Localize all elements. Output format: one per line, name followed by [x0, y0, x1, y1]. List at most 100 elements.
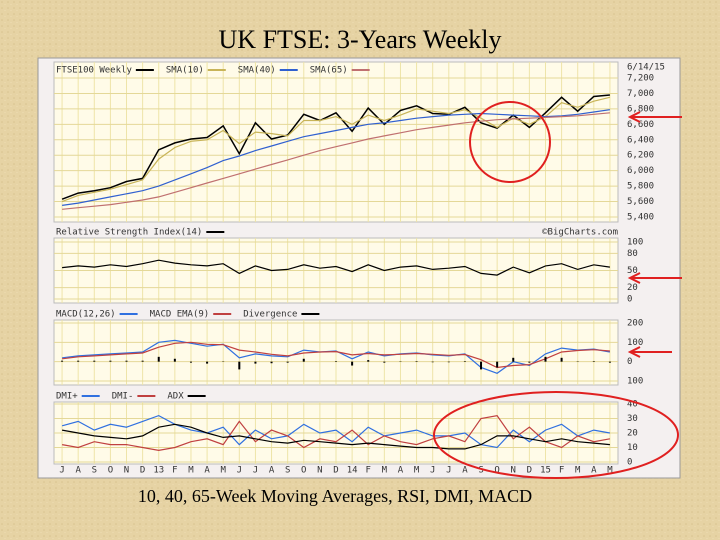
x-tick-label: J [237, 466, 242, 476]
divergence-bar [335, 361, 337, 362]
y-tick-label: 0 [627, 295, 632, 305]
legend-label: ADX [167, 392, 184, 402]
source-label: ©BigCharts.com [542, 228, 618, 238]
arrow-head [627, 272, 641, 284]
x-tick-label: M [414, 466, 420, 476]
divergence-bar [367, 360, 370, 362]
divergence-bar [141, 360, 144, 362]
divergence-bar [77, 360, 80, 362]
x-tick-label: M [220, 466, 226, 476]
x-tick-label: O [301, 466, 306, 476]
series-line [61, 96, 611, 203]
x-tick-label: F [172, 466, 177, 476]
legend-label: DMI+ [56, 392, 78, 402]
y-tick-label: 6,200 [627, 151, 654, 161]
series-line [62, 109, 610, 206]
y-tick-label: 5,400 [627, 213, 654, 223]
series-line [61, 414, 611, 452]
x-tick-label: D [527, 466, 532, 476]
x-tick-label: J [446, 466, 451, 476]
y-tick-label: 100 [627, 338, 643, 348]
series-line [61, 423, 610, 450]
y-tick-label: 7,200 [627, 74, 654, 84]
highlight-circle [469, 101, 551, 183]
x-tick-label: O [108, 466, 113, 476]
y-tick-label: 40 [627, 400, 638, 410]
y-tick-label: 0 [627, 458, 632, 468]
divergence-bar [431, 361, 434, 363]
divergence-bar [302, 358, 305, 362]
divergence-bar [415, 361, 418, 362]
divergence-bar [608, 361, 611, 363]
legend-label: MACD(12,26) [56, 310, 116, 320]
arrow-head [627, 346, 641, 358]
x-tick-label: A [204, 466, 210, 476]
divergence-bar [238, 361, 241, 370]
x-tick-label: M [382, 466, 388, 476]
divergence-bar [512, 357, 515, 362]
legend-label: FTSE100 Weekly [56, 66, 132, 76]
divergence-bar [286, 361, 289, 363]
x-tick-label: 15 [540, 466, 551, 476]
x-tick-label: A [591, 466, 597, 476]
x-tick-label: 13 [153, 466, 164, 476]
x-tick-label: A [462, 466, 468, 476]
y-tick-label: 20 [627, 283, 638, 293]
y-tick-label: 0 [627, 357, 632, 367]
x-tick-label: M [188, 466, 194, 476]
y-tick-label: 80 [627, 249, 638, 259]
legend-label: SMA(10) [166, 66, 204, 76]
series-line [62, 112, 610, 210]
x-tick-label: F [559, 466, 564, 476]
x-tick-label: A [75, 466, 81, 476]
divergence-bar [383, 361, 386, 363]
y-tick-label: 20 [627, 429, 638, 439]
divergence-bar [206, 361, 209, 364]
x-tick-label: S [478, 466, 483, 476]
x-tick-label: D [140, 466, 145, 476]
x-tick-label: A [269, 466, 275, 476]
divergence-bar [592, 361, 595, 362]
annotations [433, 101, 682, 479]
legend-label: MACD EMA(9) [150, 310, 210, 320]
caption: 10, 40, 65-Week Moving Averages, RSI, DM… [138, 486, 532, 506]
divergence-bar [125, 360, 128, 362]
x-tick-label: O [494, 466, 499, 476]
plots: 7,200 7,000 6,800 6,600 6,400 6,200 6,000 5,800… [53, 61, 654, 476]
series-line [62, 341, 610, 369]
x-tick-label: S [285, 466, 290, 476]
divergence-bar [496, 361, 499, 368]
divergence-bar [528, 361, 531, 363]
divergence-bar [447, 361, 450, 363]
x-tick-label: M [575, 466, 581, 476]
y-tick-label: 100 [627, 377, 643, 387]
legend-label: DMI- [112, 392, 134, 402]
x-tick-label: J [253, 466, 258, 476]
x-tick-label: M [607, 466, 613, 476]
x-tick-label: N [124, 466, 129, 476]
y-tick-label: 7,000 [627, 89, 654, 99]
x-tick-label: S [92, 466, 97, 476]
y-tick-label: 6,600 [627, 120, 654, 130]
y-tick-label: 100 [627, 238, 643, 248]
y-tick-label: 5,600 [627, 197, 654, 207]
divergence-bar [109, 360, 112, 362]
divergence-bar [93, 360, 96, 362]
highlight-circle [433, 391, 679, 479]
x-tick-label: D [333, 466, 338, 476]
divergence-bar [463, 361, 466, 362]
divergence-bar [157, 356, 160, 362]
x-tick-label: N [317, 466, 322, 476]
y-tick-label: 10 [627, 443, 638, 453]
series-line [61, 414, 611, 449]
legend-label: Divergence [243, 310, 297, 320]
date-label: 6/14/15 [627, 63, 665, 73]
divergence-bar [61, 360, 64, 362]
legend-label: SMA(65) [310, 66, 348, 76]
legend-label: SMA(40) [238, 66, 276, 76]
series-line [62, 259, 610, 276]
divergence-bar [351, 361, 354, 366]
divergence-bar [544, 356, 547, 362]
